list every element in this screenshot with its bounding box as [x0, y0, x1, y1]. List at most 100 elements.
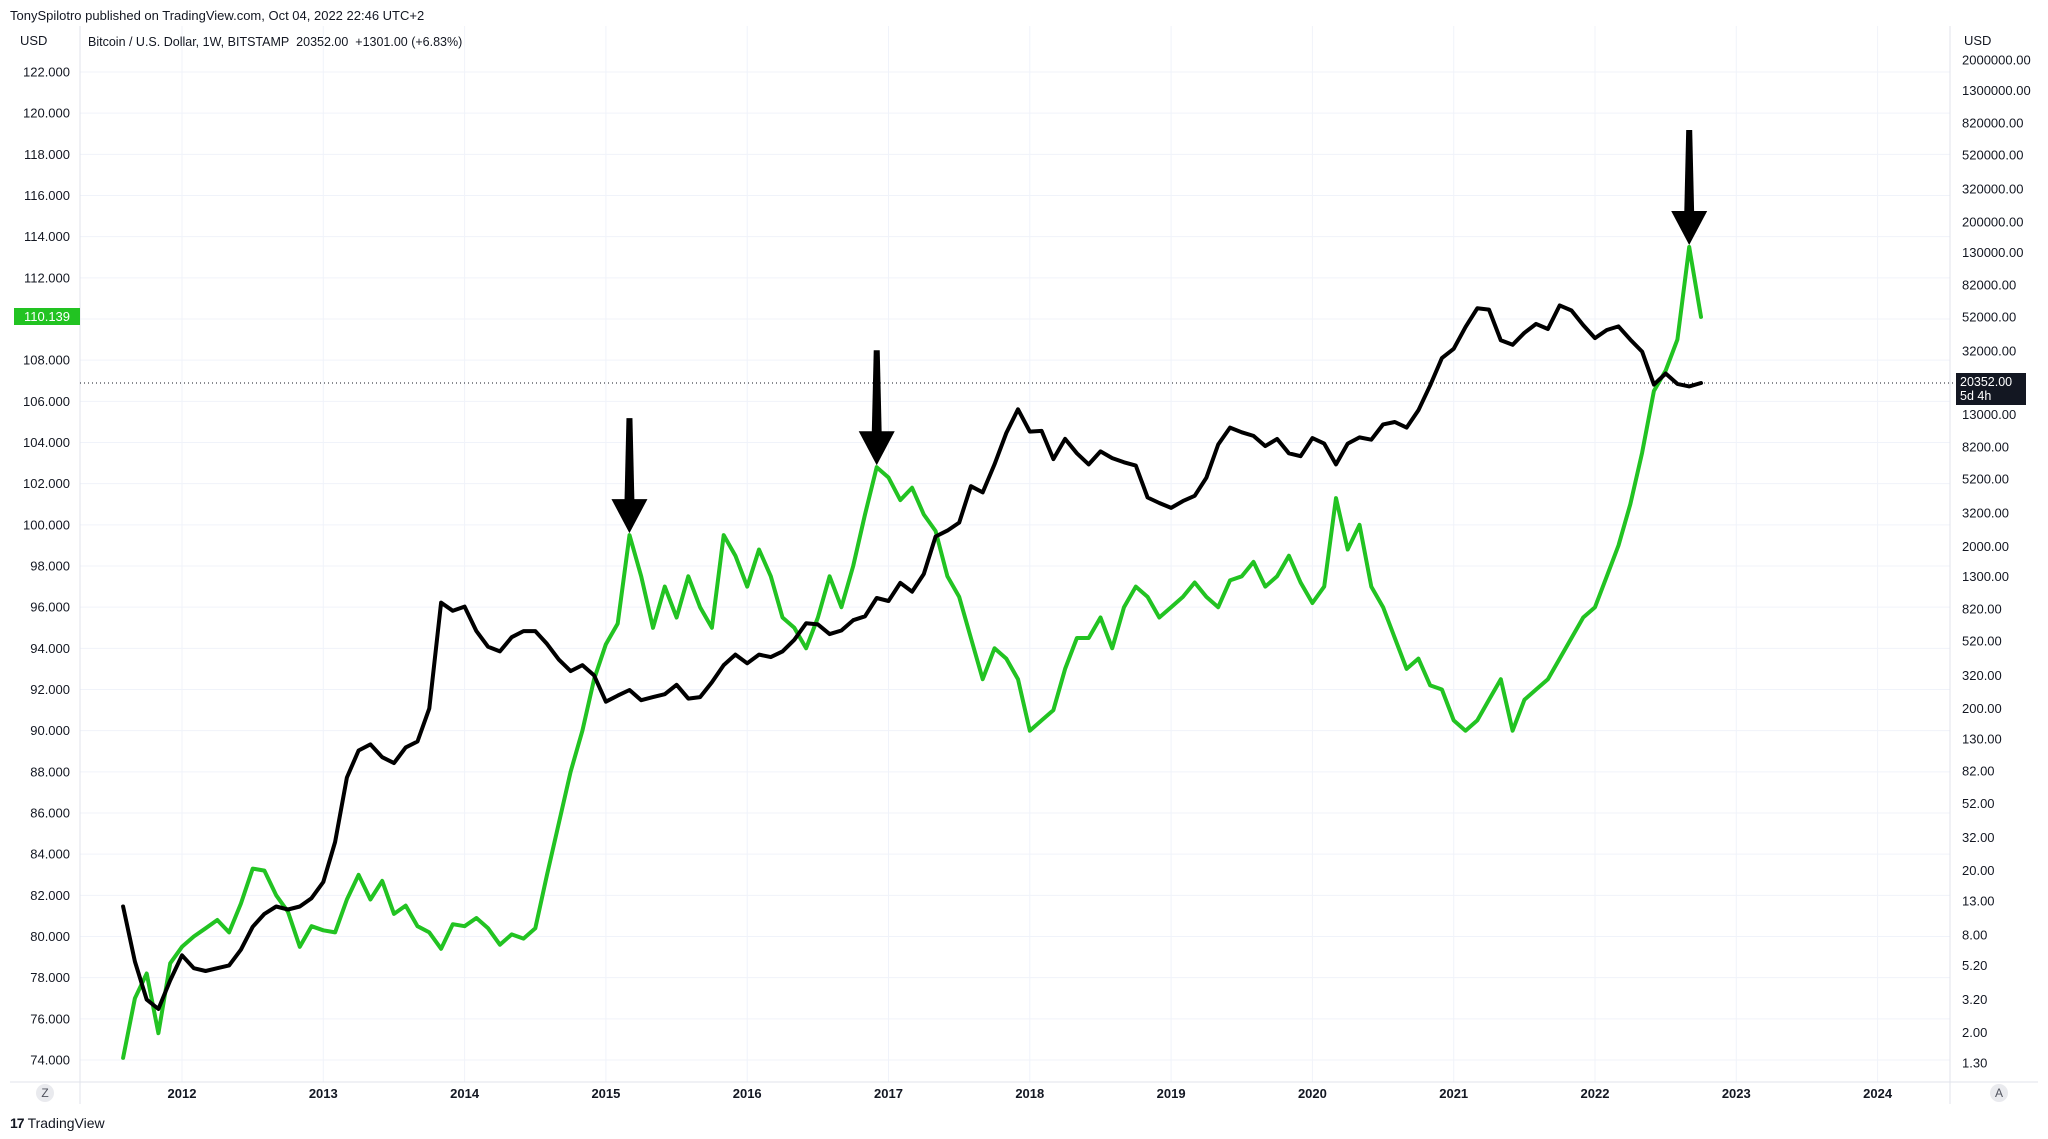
tradingview-logo-icon: 17 [10, 1115, 25, 1131]
symbol-change: +1301.00 (+6.83%) [355, 35, 463, 49]
time-axis-tick-label: 2013 [309, 1086, 338, 1101]
right-axis-tick-label: 82000.00 [1962, 277, 2016, 292]
right-axis-tick-label: 2000000.00 [1962, 53, 2031, 68]
down-arrow-annotation [858, 350, 895, 466]
right-axis-tick-label: 820.00 [1962, 602, 2002, 617]
left-axis-tick-label: 100.000 [23, 517, 70, 532]
tradingview-logo[interactable]: 17 TradingView [10, 1115, 105, 1131]
left-axis-tick-label: 80.000 [30, 929, 70, 944]
left-axis-tick-label: 90.000 [30, 723, 70, 738]
down-arrow-annotation [611, 418, 648, 534]
left-axis-tick-label: 114.000 [24, 229, 70, 244]
left-axis-tick-label: 98.000 [30, 559, 70, 574]
left-axis-tick-label: 104.000 [23, 435, 70, 450]
left-axis-tick-label: 108.000 [23, 353, 70, 368]
right-axis-tick-label: 20.00 [1962, 863, 1995, 878]
right-axis-tick-label: 130000.00 [1962, 245, 2023, 260]
left-axis-tick-label: 86.000 [30, 806, 70, 821]
right-axis-tick-label: 1300000.00 [1962, 83, 2031, 98]
symbol-price: 20352.00 [296, 35, 349, 49]
right-axis-tick-label: 520000.00 [1962, 147, 2023, 162]
arrow-head [1671, 210, 1708, 245]
right-axis-tick-label: 130.00 [1962, 731, 2002, 746]
right-axis-tick-label: 3.20 [1962, 992, 1987, 1007]
time-axis-tick-label: 2024 [1863, 1086, 1893, 1101]
right-axis-tick-label: 320.00 [1962, 668, 2002, 683]
right-axis-tick-label: 200.00 [1962, 701, 2002, 716]
right-price-axis[interactable]: 2000000.00 1300000.00 820000.00 520000.00 32… [1962, 53, 2031, 1071]
time-axis-tick-label: 2022 [1581, 1086, 1610, 1101]
right-axis-tick-label: 320000.00 [1962, 182, 2023, 197]
right-last-price-badge: 20352.00 5d 4h [1956, 373, 2026, 405]
left-axis-tick-label: 118.000 [24, 147, 70, 162]
axis-frame [10, 26, 2038, 1104]
series-line-green [121, 245, 1703, 1060]
left-axis-tick-label: 94.000 [30, 641, 70, 656]
arrow-shaft [871, 350, 882, 436]
left-axis-tick-label: 116.000 [24, 188, 70, 203]
time-axis-tick-label: 2021 [1439, 1086, 1468, 1101]
left-axis-tick-label: 84.000 [30, 847, 70, 862]
auto-scale-button[interactable]: A [1990, 1084, 2008, 1102]
left-axis-tick-label: 112.000 [24, 270, 70, 285]
right-axis-tick-label: 5.20 [1962, 958, 1987, 973]
time-axis-tick-label: 2020 [1298, 1086, 1327, 1101]
right-axis-tick-label: 2.00 [1962, 1025, 1987, 1040]
left-axis-tick-label: 96.000 [30, 600, 70, 615]
time-axis-tick-label: 2014 [450, 1086, 480, 1101]
right-axis-tick-label: 5200.00 [1962, 472, 2009, 487]
left-last-value-badge: 110.139 [14, 308, 80, 325]
arrow-head [858, 431, 895, 466]
arrow-shaft [624, 418, 635, 504]
down-arrow-annotation [1671, 129, 1708, 245]
left-axis-tick-label: 92.000 [30, 682, 70, 697]
left-axis-unit: USD [20, 33, 48, 48]
right-axis-tick-label: 1300.00 [1962, 569, 2009, 584]
right-axis-tick-label: 520.00 [1962, 634, 2002, 649]
time-axis-tick-label: 2023 [1722, 1086, 1751, 1101]
right-axis-unit: USD [1964, 33, 1992, 48]
series-line-black [121, 303, 1703, 1011]
right-axis-tick-label: 32.00 [1962, 830, 1995, 845]
series-layer [121, 245, 1703, 1060]
symbol-name: Bitcoin / U.S. Dollar, 1W, BITSTAMP [88, 35, 290, 49]
left-axis-tick-label: 102.000 [23, 476, 70, 491]
tradingview-logo-text: TradingView [27, 1115, 105, 1131]
time-axis-tick-label: 2019 [1157, 1086, 1186, 1101]
right-axis-tick-label: 8200.00 [1962, 439, 2009, 454]
right-axis-tick-label: 3200.00 [1962, 506, 2009, 521]
time-axis-tick-label: 2017 [874, 1086, 903, 1101]
time-axis[interactable]: 2012 2013 2014 2015 2016 2017 2018 2019 2020 2021… [168, 1086, 1893, 1101]
time-axis-tick-label: 2018 [1015, 1086, 1044, 1101]
bar-countdown: 5d 4h [1960, 389, 1992, 403]
time-axis-tick-label: 2016 [733, 1086, 762, 1101]
left-axis-tick-label: 78.000 [30, 970, 70, 985]
timezone-button[interactable]: Z [36, 1084, 54, 1102]
last-price-value: 20352.00 [1960, 375, 2013, 389]
right-axis-tick-label: 32000.00 [1962, 344, 2016, 359]
left-axis-tick-label: 82.000 [30, 888, 70, 903]
right-axis-tick-label: 820000.00 [1962, 115, 2023, 130]
right-axis-tick-label: 8.00 [1962, 928, 1987, 943]
left-axis-tick-label: 74.000 [30, 1053, 70, 1068]
annotation-layer [611, 129, 1708, 534]
symbol-legend[interactable]: Bitcoin / U.S. Dollar, 1W, BITSTAMP 2035… [88, 35, 462, 49]
left-axis-tick-label: 106.000 [23, 394, 70, 409]
time-axis-tick-label: 2015 [591, 1086, 620, 1101]
right-axis-tick-label: 52000.00 [1962, 309, 2016, 324]
left-axis-tick-label: 122.000 [23, 65, 70, 80]
left-axis-tick-label: 120.000 [23, 106, 70, 121]
right-axis-tick-label: 13.00 [1962, 893, 1995, 908]
left-price-axis[interactable]: 74.000 76.000 78.000 80.000 82.000 84.000 86.0… [23, 65, 70, 1068]
arrow-head [611, 499, 648, 534]
left-axis-tick-label: 76.000 [30, 1011, 70, 1026]
right-axis-tick-label: 2000.00 [1962, 539, 2009, 554]
time-axis-tick-label: 2012 [168, 1086, 197, 1101]
right-axis-tick-label: 52.00 [1962, 796, 1995, 811]
arrow-shaft [1684, 129, 1695, 215]
left-axis-tick-label: 88.000 [30, 764, 70, 779]
right-axis-tick-label: 13000.00 [1962, 407, 2016, 422]
chart-grid [80, 26, 1950, 1082]
right-axis-tick-label: 82.00 [1962, 764, 1995, 779]
